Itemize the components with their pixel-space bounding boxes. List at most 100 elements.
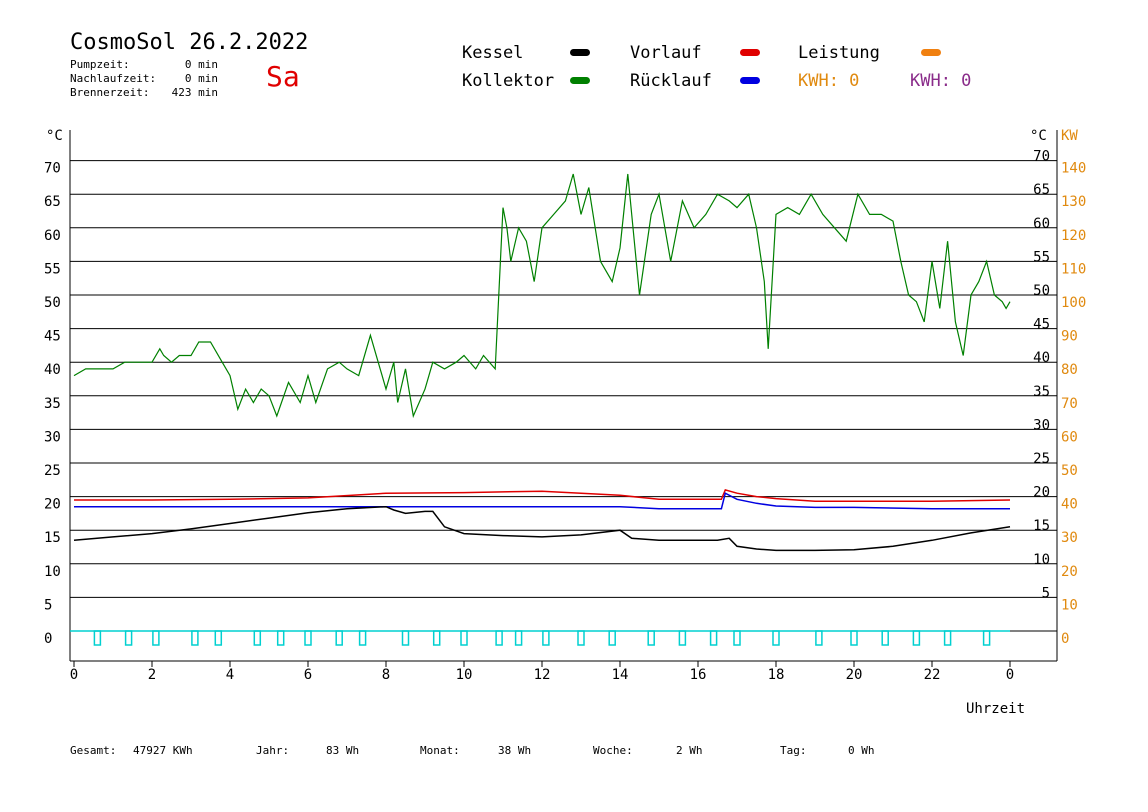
y-tick-left: 55 (44, 261, 61, 277)
y-tick-right: 60 (1033, 216, 1050, 232)
y2-tick: 80 (1061, 362, 1078, 378)
right-axis-unit-kw: KW (1061, 128, 1078, 144)
y-tick-right: 45 (1033, 317, 1050, 333)
x-tick: 2 (148, 667, 156, 683)
legend-vorlauf: Vorlauf (630, 43, 702, 63)
x-tick: 0 (70, 667, 78, 683)
y-tick-right: 5 (1042, 585, 1050, 601)
pump-pulse (191, 630, 199, 646)
y-tick-right: 30 (1033, 417, 1050, 433)
y2-tick: 40 (1061, 497, 1078, 513)
x-tick: 22 (924, 667, 941, 683)
footer-tag-label: Tag: (780, 744, 807, 757)
pump-pulse (304, 630, 312, 646)
y-tick-right: 40 (1033, 350, 1050, 366)
pump-pulse (733, 630, 741, 646)
x-tick: 20 (846, 667, 863, 683)
y-tick-left: 25 (44, 463, 61, 479)
kessel-line (73, 505, 1011, 552)
y-tick-right: 35 (1033, 384, 1050, 400)
pump-pulse (678, 630, 687, 646)
brennerzeit-value: 423 min (171, 86, 218, 99)
y-tick-right: 65 (1033, 182, 1050, 198)
pump-pulse (432, 630, 441, 646)
footer-jahr-value: 83 Wh (326, 744, 360, 757)
left-axis-unit: °C (46, 128, 63, 144)
ruecklauf-line (74, 492, 1010, 510)
y-tick-left: 50 (44, 295, 61, 311)
pump-pulse (401, 630, 410, 646)
pump-pulse (124, 630, 133, 646)
y2-tick: 0 (1061, 631, 1069, 647)
legend-kollektor: Kollektor (462, 71, 555, 91)
pump-pulse (93, 630, 102, 646)
pump-pulse (709, 630, 718, 646)
y2-tick: 70 (1061, 396, 1078, 412)
y-tick-right: 20 (1033, 485, 1050, 501)
y-tick-right: 15 (1033, 518, 1050, 534)
footer-woche-label: Woche: (593, 744, 633, 757)
legend-kessel: Kessel (462, 43, 524, 63)
legend-kwh-purple: KWH: 0 (910, 71, 972, 91)
y-tick-left: 70 (44, 161, 61, 177)
y-tick-left: 60 (44, 228, 61, 244)
pump-pulse (943, 630, 952, 646)
x-tick: 14 (612, 667, 629, 683)
pump-pulse (850, 630, 858, 646)
ruecklauf-swatch (740, 77, 760, 84)
pump-pulse (542, 630, 550, 646)
pump-pulse (912, 630, 921, 646)
y-tick-right: 10 (1033, 552, 1050, 568)
footer-gesamt-label: Gesamt: (70, 744, 117, 757)
y2-tick: 30 (1061, 530, 1078, 546)
leistung-swatch (921, 49, 941, 56)
y-tick-right: 50 (1033, 283, 1050, 299)
vorlauf-swatch (740, 49, 760, 56)
y2-tick: 10 (1061, 597, 1078, 613)
legend-kwh-orange: KWH: 0 (798, 71, 860, 91)
x-tick: 4 (226, 667, 234, 683)
y-tick-left: 5 (44, 597, 52, 613)
pump-pulse (358, 630, 367, 646)
pump-pulse (815, 630, 823, 646)
footer-monat-label: Monat: (420, 744, 460, 757)
weekday-label: Sa (266, 60, 300, 93)
x-tick: 12 (534, 667, 551, 683)
pump-pulse (152, 630, 160, 646)
pump-pulse (214, 630, 223, 646)
vorlauf-line (74, 488, 1011, 503)
y-tick-right: 70 (1033, 149, 1050, 165)
x-tick: 6 (304, 667, 312, 683)
kessel-swatch (570, 49, 590, 56)
pump-pulse (253, 630, 262, 646)
footer-tag-value: 0 Wh (848, 744, 875, 757)
x-axis-label: Uhrzeit (966, 701, 1026, 717)
chart-title: CosmoSol 26.2.2022 (70, 30, 309, 55)
y-tick-left: 20 (44, 497, 61, 513)
y2-tick: 50 (1061, 463, 1078, 479)
x-tick: 8 (382, 667, 390, 683)
pump-pulse (495, 630, 503, 646)
x-tick: 16 (690, 667, 707, 683)
pump-pulse (335, 630, 343, 646)
y-tick-left: 65 (44, 194, 61, 210)
pump-pulse (647, 630, 655, 646)
y-tick-left: 40 (44, 362, 61, 378)
y2-tick: 120 (1061, 228, 1086, 244)
legend-leistung: Leistung (798, 43, 880, 63)
y-tick-left: 30 (44, 429, 61, 445)
nachlaufzeit-label: Nachlaufzeit: (70, 72, 157, 85)
footer-jahr-label: Jahr: (256, 744, 290, 757)
kollektor-swatch (570, 77, 590, 84)
pump-pulse (577, 630, 585, 646)
footer-monat-value: 38 Wh (498, 744, 532, 757)
y-tick-right: 55 (1033, 249, 1050, 265)
pump-pulse (276, 630, 285, 646)
x-tick: 10 (456, 667, 473, 683)
y-tick-left: 15 (44, 530, 61, 546)
y2-tick: 130 (1061, 194, 1086, 210)
legend-ruecklauf: Rücklauf (630, 71, 712, 91)
y2-tick: 110 (1061, 261, 1086, 277)
nachlaufzeit-value: 0 min (184, 72, 218, 85)
